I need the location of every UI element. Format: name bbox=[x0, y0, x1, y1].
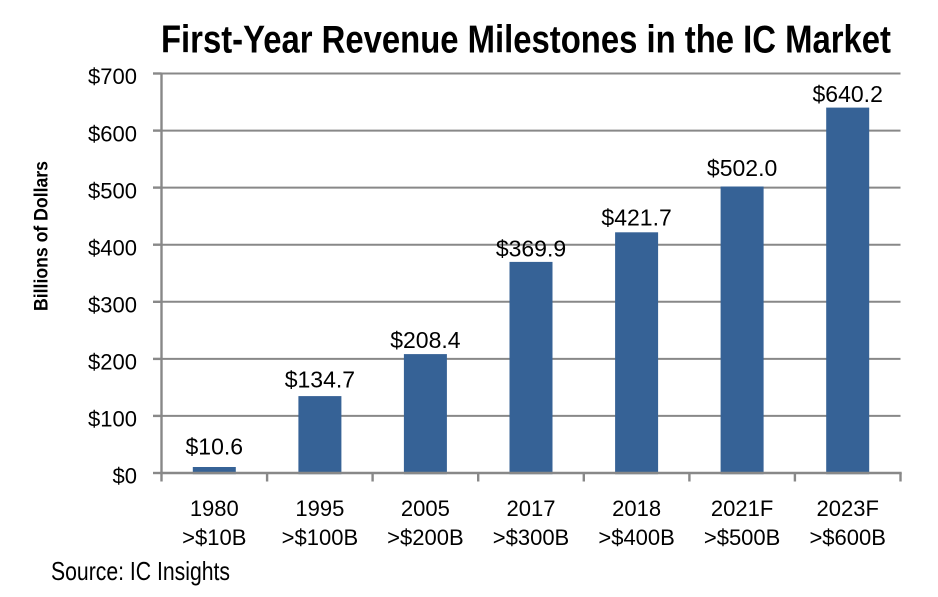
svg-text:>$500B: >$500B bbox=[704, 525, 780, 550]
svg-text:Source: IC Insights: Source: IC Insights bbox=[51, 556, 230, 586]
svg-text:$421.7: $421.7 bbox=[601, 204, 671, 230]
svg-text:$208.4: $208.4 bbox=[390, 327, 461, 353]
svg-text:>$300B: >$300B bbox=[493, 525, 569, 550]
svg-text:2021F: 2021F bbox=[711, 496, 773, 521]
svg-text:>$400B: >$400B bbox=[598, 525, 674, 550]
svg-text:Billions of Dollars: Billions of Dollars bbox=[32, 161, 53, 311]
svg-text:First-Year Revenue Milestones: First-Year Revenue Milestones in the IC … bbox=[161, 19, 891, 62]
svg-text:$0: $0 bbox=[113, 464, 137, 489]
svg-text:$10.6: $10.6 bbox=[186, 433, 244, 459]
svg-text:$400: $400 bbox=[88, 235, 137, 260]
svg-text:2018: 2018 bbox=[612, 496, 661, 521]
svg-text:>$100B: >$100B bbox=[282, 525, 358, 550]
svg-text:$134.7: $134.7 bbox=[285, 367, 355, 393]
svg-text:$502.0: $502.0 bbox=[707, 155, 777, 181]
svg-text:2017: 2017 bbox=[507, 496, 556, 521]
svg-text:$600: $600 bbox=[88, 121, 137, 146]
svg-text:1980: 1980 bbox=[190, 496, 239, 521]
svg-text:$100: $100 bbox=[88, 407, 137, 432]
svg-text:>$10B: >$10B bbox=[182, 525, 246, 550]
svg-text:2023F: 2023F bbox=[817, 496, 879, 521]
svg-text:$369.9: $369.9 bbox=[496, 235, 566, 261]
svg-text:$500: $500 bbox=[88, 178, 137, 203]
svg-text:$640.2: $640.2 bbox=[813, 81, 883, 107]
svg-text:$700: $700 bbox=[88, 64, 137, 89]
svg-text:>$600B: >$600B bbox=[809, 525, 885, 550]
svg-text:$200: $200 bbox=[88, 350, 137, 375]
svg-text:2005: 2005 bbox=[401, 496, 450, 521]
svg-text:$300: $300 bbox=[88, 293, 137, 318]
svg-text:>$200B: >$200B bbox=[387, 525, 463, 550]
svg-text:1995: 1995 bbox=[295, 496, 344, 521]
